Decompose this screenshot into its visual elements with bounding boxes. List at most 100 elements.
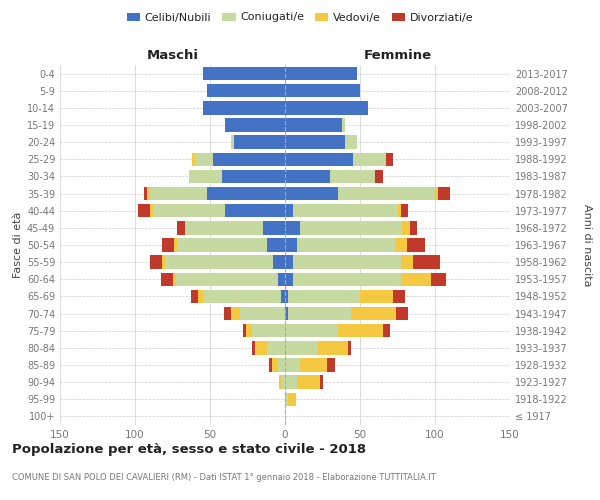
Bar [207,187,285,200]
Text: Popolazione per età, sesso e stato civile - 2018: Popolazione per età, sesso e stato civil… [12,442,366,456]
Y-axis label: Anni di nascita: Anni di nascita [581,204,592,286]
Bar [279,376,282,389]
Bar [407,238,425,252]
Y-axis label: Fasce di età: Fasce di età [13,212,23,278]
Bar [267,238,285,252]
Bar [165,256,273,269]
Bar [174,238,177,252]
Bar [153,204,225,218]
Bar [327,358,335,372]
Bar [273,256,285,269]
Bar [207,84,285,98]
Bar [144,187,147,200]
Bar [330,170,375,183]
Bar [285,238,297,252]
Bar [277,272,285,286]
Bar [203,290,281,303]
Bar [285,341,318,354]
Bar [401,272,431,286]
Bar [203,101,285,114]
Bar [360,290,393,303]
Bar [271,358,277,372]
Bar [189,170,222,183]
Bar [198,290,203,303]
Bar [351,307,396,320]
Bar [222,170,285,183]
Bar [213,152,285,166]
Bar [285,272,293,286]
Bar [285,101,367,114]
Bar [386,152,393,166]
Bar [195,152,213,166]
Bar [438,187,450,200]
Text: Maschi: Maschi [146,48,199,62]
Bar [285,376,297,389]
Bar [293,272,401,286]
Bar [300,221,402,234]
Bar [409,221,417,234]
Bar [243,324,246,338]
Bar [269,358,271,372]
Bar [285,152,353,166]
Bar [285,324,337,338]
Bar [337,187,435,200]
Bar [150,256,162,269]
Bar [353,152,386,166]
Bar [413,256,439,269]
Bar [398,204,401,218]
Bar [401,204,408,218]
Bar [252,341,255,354]
Bar [431,272,445,286]
Bar [297,238,395,252]
Bar [147,187,150,200]
Bar [318,341,348,354]
Bar [225,204,285,218]
Bar [293,204,398,218]
Bar [401,256,413,269]
Bar [150,204,153,218]
Bar [162,238,174,252]
Bar [285,118,342,132]
Bar [177,238,267,252]
Bar [285,187,337,200]
Bar [185,221,263,234]
Bar [263,221,285,234]
Bar [300,358,327,372]
Bar [285,221,300,234]
Bar [252,324,285,338]
Bar [288,307,351,320]
Bar [223,307,231,320]
Bar [297,376,320,389]
Bar [288,290,360,303]
Bar [192,152,195,166]
Bar [285,67,357,80]
Bar [337,324,383,338]
Bar [285,392,288,406]
Bar [383,324,390,338]
Bar [225,118,285,132]
Bar [293,256,401,269]
Bar [173,272,176,286]
Bar [285,204,293,218]
Bar [285,170,330,183]
Bar [396,307,408,320]
Bar [435,187,438,200]
Bar [395,238,407,252]
Bar [285,84,360,98]
Bar [255,341,267,354]
Bar [234,136,285,149]
Bar [342,118,345,132]
Bar [285,358,300,372]
Bar [402,221,409,234]
Bar [285,136,345,149]
Bar [285,307,288,320]
Bar [246,324,252,338]
Bar [191,290,198,303]
Bar [348,341,351,354]
Bar [282,376,285,389]
Legend: Celibi/Nubili, Coniugati/e, Vedovi/e, Divorziati/e: Celibi/Nubili, Coniugati/e, Vedovi/e, Di… [122,8,478,27]
Bar [288,392,296,406]
Bar [393,290,405,303]
Bar [138,204,150,218]
Bar [161,272,173,286]
